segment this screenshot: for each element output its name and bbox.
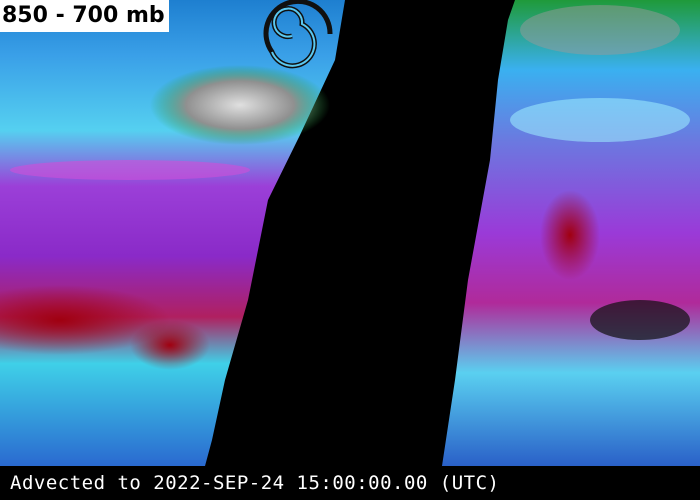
right-swath [442, 0, 700, 466]
left-swath [0, 0, 345, 466]
timestamp-caption: Advected to 2022-SEP-24 15:00:00.00 (UTC… [0, 466, 508, 500]
map-title: 850 - 700 mb [0, 0, 169, 32]
